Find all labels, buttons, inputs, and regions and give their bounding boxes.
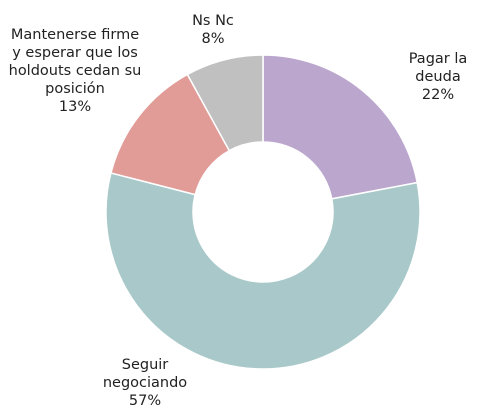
donut-slice (186, 54, 264, 152)
slice-label: Mantenerse firme y esperar que los holdo… (5, 26, 145, 116)
value-label: 22% (421, 87, 455, 103)
category-label: Seguir negociando (102, 357, 188, 391)
donut-slice (262, 54, 419, 200)
category-label: Mantenerse firme y esperar que los holdo… (8, 27, 142, 97)
slice-label: Pagar la deuda 22% (398, 50, 478, 104)
value-label: 8% (201, 31, 225, 47)
value-label: 57% (128, 393, 162, 409)
category-label: Ns Nc (192, 13, 234, 29)
donut-slice (105, 172, 421, 370)
category-label: Pagar la deuda (408, 51, 468, 85)
value-label: 13% (58, 99, 92, 115)
slice-label: Ns Nc 8% (178, 12, 248, 48)
slice-label: Seguir negociando 57% (85, 356, 205, 410)
